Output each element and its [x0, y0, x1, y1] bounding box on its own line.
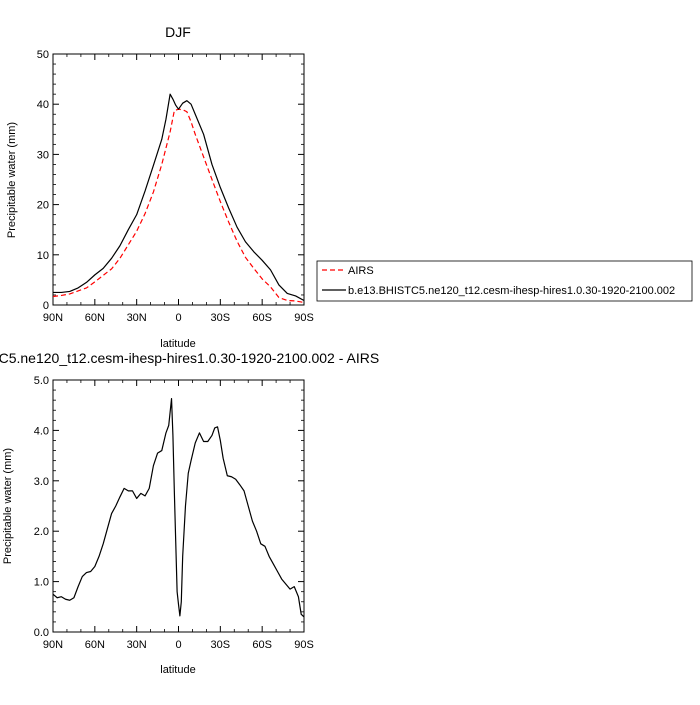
- top-chart-plot-frame: [52, 53, 305, 306]
- bottom-chart-series: [52, 398, 305, 618]
- top-chart-x-tick-label: 0: [175, 312, 181, 324]
- legend: AIRS b.e13.BHISTC5.ne120_t12.cesm-ihesp-…: [316, 260, 693, 302]
- top-chart-x-axis-label: latitude: [160, 338, 195, 350]
- bottom-chart-x-tick-label: 0: [175, 639, 181, 651]
- top-chart-x-tick-label: 30N: [127, 312, 147, 324]
- top-chart-x-tick-label: 30S: [211, 312, 231, 324]
- bottom-chart-x-tick-label: 60N: [85, 639, 105, 651]
- top-chart-series-line-0: [52, 108, 305, 304]
- bottom-chart-y-tick-label: 3.0: [34, 476, 49, 488]
- top-chart: DJF 90N 60N 30N 0 30S 60S 90S 0 10 20 30 40 50 latit…: [6, 24, 314, 350]
- bottom-chart-y-tick-label: 0.0: [34, 627, 49, 639]
- top-chart-x-tick-label: 60S: [252, 312, 272, 324]
- top-chart-ticks: 90N 60N 30N 0 30S 60S 90S 0 10 20 30 40 50: [37, 49, 314, 324]
- bottom-chart-y-tick-label: 5.0: [34, 375, 49, 387]
- bottom-chart-y-tick-label: 2.0: [34, 526, 49, 538]
- bottom-chart-x-tick-label: 30S: [211, 639, 231, 651]
- bottom-chart-series-line-0: [52, 398, 305, 618]
- bottom-chart-x-tick-label: 90N: [43, 639, 63, 651]
- top-chart-y-tick-label: 40: [37, 99, 49, 111]
- bottom-chart-x-tick-label: 90S: [294, 639, 314, 651]
- bottom-chart-y-axis-label: Precipitable water (mm): [2, 448, 14, 564]
- bottom-chart-y-tick-label: 4.0: [34, 425, 49, 437]
- bottom-chart-y-tick-label: 1.0: [34, 577, 49, 589]
- bottom-chart-plot-frame: [52, 379, 305, 633]
- top-chart-x-tick-label: 90S: [294, 312, 314, 324]
- top-chart-y-tick-label: 20: [37, 200, 49, 212]
- top-chart-x-tick-label: 90N: [43, 312, 63, 324]
- top-chart-x-tick-label: 60N: [85, 312, 105, 324]
- top-chart-y-tick-label: 30: [37, 149, 49, 161]
- legend-entry-airs: AIRS: [348, 265, 374, 277]
- legend-box: [316, 260, 693, 302]
- bottom-chart-x-tick-label: 60S: [252, 639, 272, 651]
- bottom-chart-x-tick-label: 30N: [127, 639, 147, 651]
- bottom-chart-x-axis-label: latitude: [160, 664, 195, 676]
- top-chart-y-axis-label: Precipitable water (mm): [6, 122, 18, 238]
- top-chart-y-tick-label: 50: [37, 49, 49, 61]
- bottom-chart: ISTC5.ne120_t12.cesm-ihesp-hires1.0.30-1…: [0, 350, 379, 676]
- legend-entry-model: b.e13.BHISTC5.ne120_t12.cesm-ihesp-hires…: [348, 285, 675, 297]
- top-chart-series: [52, 93, 305, 304]
- bottom-chart-title: ISTC5.ne120_t12.cesm-ihesp-hires1.0.30-1…: [0, 350, 379, 366]
- top-chart-y-tick-label: 10: [37, 250, 49, 262]
- top-chart-series-line-1: [53, 93, 305, 302]
- bottom-chart-ticks: 90N 60N 30N 0 30S 60S 90S 0.0 1.0 2.0 3.0 4.0 5.0: [34, 375, 314, 651]
- top-chart-title: DJF: [165, 24, 191, 40]
- top-chart-y-tick-label: 0: [43, 300, 49, 312]
